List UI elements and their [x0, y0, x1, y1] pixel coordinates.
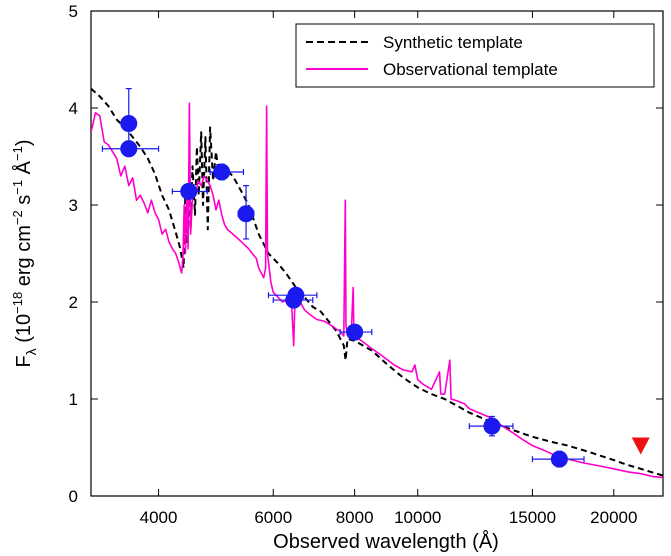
photometry-marker-7: [346, 323, 364, 341]
series-line-0: [91, 87, 663, 477]
series-layer: [91, 87, 663, 479]
x-axis-title: Observed wavelength (Å): [273, 530, 499, 553]
x-tick-label-4: 15000: [509, 508, 556, 527]
y-axis-title-erg: erg cm: [13, 225, 35, 292]
y-tick-label-1: 1: [69, 390, 78, 409]
photometry-point-7: [339, 323, 373, 341]
photometry-marker-9: [550, 450, 568, 468]
legend-synthetic-label: Synthetic template: [383, 33, 523, 52]
photometry-point-2: [171, 182, 208, 200]
y-axis-title-exp4: −1: [10, 146, 25, 161]
x-tick-label-5: 20000: [590, 508, 637, 527]
y-axis-title-exp1: −18: [10, 292, 25, 314]
y-axis-title-open: (10: [13, 314, 35, 348]
y-tick-label-4: 4: [69, 99, 78, 118]
x-tick-label-0: 4000: [140, 508, 178, 527]
y-tick-label-5: 5: [69, 2, 78, 21]
y-tick-label-3: 3: [69, 196, 78, 215]
photometry-marker-1: [120, 140, 138, 158]
plot-frame: [90, 10, 664, 497]
y-axis-title-A: Å: [12, 160, 35, 180]
photometry-point-6: [272, 291, 314, 309]
upper-limit-marker-0: [631, 437, 650, 455]
y-axis-title-exp3: −1: [10, 180, 25, 195]
axis-ticks: 4000 6000 8000 10000 15000 20000 0 1 2 3 4 5: [69, 2, 663, 527]
markers-layer: [101, 87, 650, 468]
y-axis-title-sub: λ: [23, 348, 39, 355]
photometry-point-3: [209, 163, 245, 181]
photometry-marker-0: [120, 115, 138, 133]
photometry-point-9: [531, 450, 585, 468]
photometry-point-4: [237, 185, 255, 240]
x-tick-label-1: 6000: [254, 508, 292, 527]
legend-box: [295, 23, 655, 88]
photometry-marker-4: [237, 205, 255, 223]
photometry-marker-3: [213, 163, 231, 181]
photometry-point-1: [101, 140, 160, 158]
y-axis-title-s: s: [13, 195, 35, 211]
photometry-marker-8: [483, 417, 501, 435]
photometry-marker-2: [180, 182, 198, 200]
legend-observational-label: Observational template: [383, 60, 558, 79]
y-tick-label-2: 2: [69, 293, 78, 312]
photometry-marker-6: [285, 291, 303, 309]
legend: Synthetic template Observational templat…: [295, 23, 655, 88]
series-line-1: [91, 102, 663, 479]
y-axis-title-close: ): [13, 139, 35, 146]
photometry-point-8: [468, 415, 514, 437]
y-axis-title: Fλ (10−18 erg cm−2 s−1 Å−1): [10, 139, 39, 367]
y-axis-title-exp2: −2: [10, 210, 25, 225]
y-tick-label-0: 0: [69, 487, 78, 506]
x-tick-label-3: 10000: [394, 508, 441, 527]
x-tick-label-2: 8000: [336, 508, 374, 527]
y-axis-title-main: F: [13, 355, 35, 367]
